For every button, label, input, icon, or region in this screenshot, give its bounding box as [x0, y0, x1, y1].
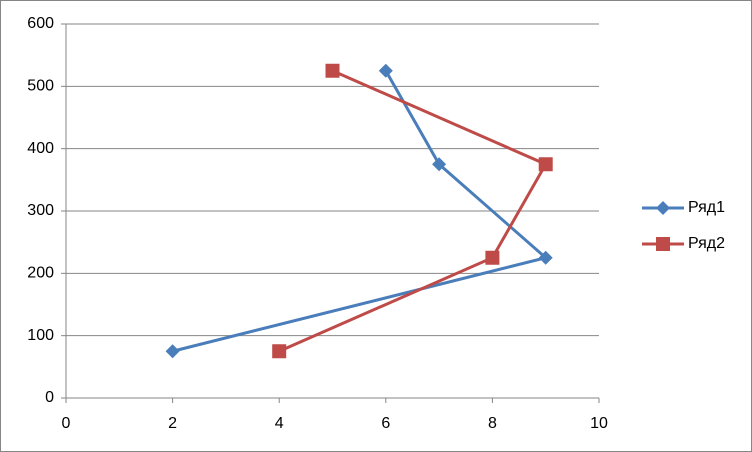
marker: [538, 157, 553, 172]
series-line: [172, 70, 549, 353]
marker: [656, 237, 670, 251]
x-tick-label: 2: [168, 415, 177, 432]
x-tick-label: 0: [62, 415, 71, 432]
marker: [538, 250, 553, 265]
marker: [378, 63, 393, 78]
y-tick-label: 200: [27, 265, 54, 282]
y-tick-label: 300: [27, 202, 54, 219]
series-line: [278, 69, 548, 353]
y-tick-label: 100: [27, 327, 54, 344]
y-tick-label: 600: [27, 15, 54, 32]
marker: [656, 201, 670, 215]
marker: [165, 344, 180, 359]
y-tick-label: 400: [27, 140, 54, 157]
x-tick-label: 6: [381, 415, 390, 432]
x-tick-label: 4: [275, 415, 284, 432]
y-tick-label: 0: [45, 389, 54, 406]
x-tick-label: 10: [590, 415, 608, 432]
marker: [325, 63, 340, 78]
marker: [485, 250, 500, 265]
marker: [272, 344, 287, 359]
legend-label: Ряд2: [688, 235, 725, 252]
marker: [432, 157, 447, 172]
y-tick-label: 500: [27, 78, 54, 95]
x-tick-label: 8: [488, 415, 497, 432]
legend-label: Ряд1: [688, 199, 725, 216]
